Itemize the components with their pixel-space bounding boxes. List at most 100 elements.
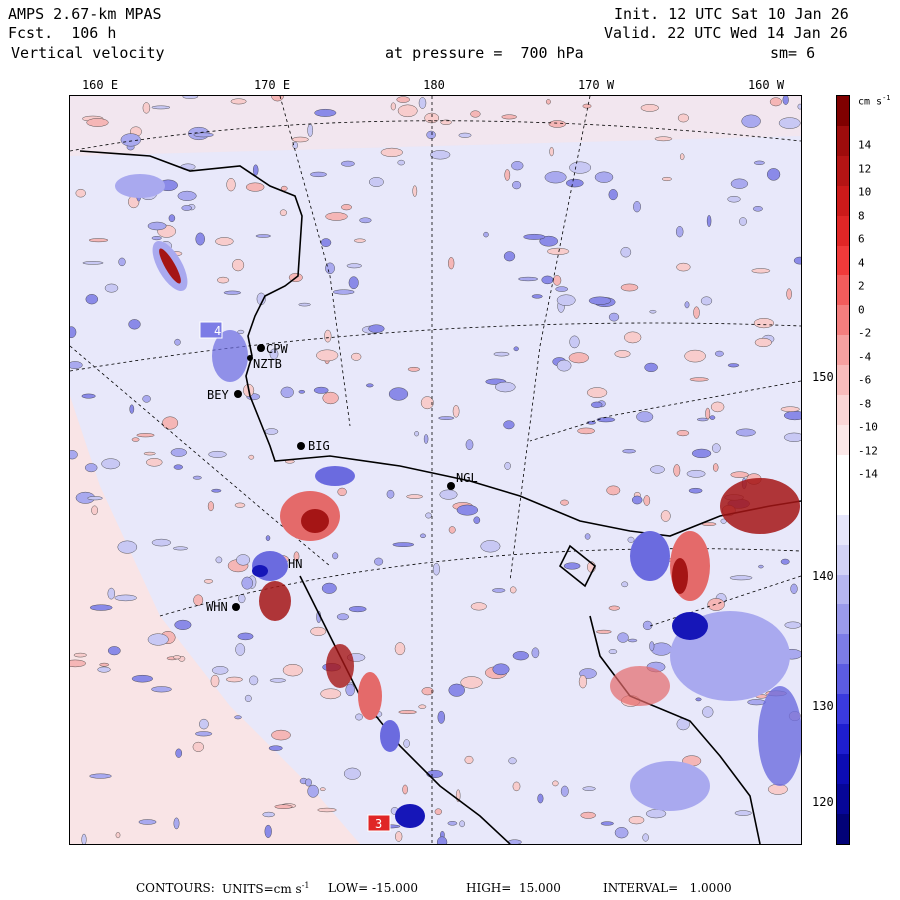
velocity-speckle [464, 755, 474, 764]
velocity-speckle [146, 458, 163, 467]
velocity-speckle [438, 416, 455, 420]
velocity-speckle [706, 215, 712, 227]
velocity-speckle [754, 337, 772, 347]
velocity-speckle [192, 475, 202, 480]
velocity-speckle [688, 488, 703, 494]
vertical-velocity-map: CPW NZTB BEY BIG NGL HN [69, 95, 802, 845]
velocity-speckle [712, 443, 721, 453]
velocity-speckle [143, 451, 156, 456]
svg-text:HN: HN [288, 557, 302, 571]
velocity-speckle [268, 745, 283, 751]
velocity-speckle [676, 262, 691, 272]
velocity-speckle [460, 676, 483, 689]
velocity-speckle [390, 102, 396, 111]
velocity-speckle [129, 404, 135, 414]
velocity-speckle [86, 118, 109, 127]
velocity-speckle [117, 540, 138, 554]
footer-high: HIGH= 15.000 [466, 881, 561, 895]
colorbar-tick-label: 14 [858, 138, 872, 152]
velocity-speckle [686, 469, 706, 478]
velocity-speckle [199, 718, 209, 730]
velocity-speckle [751, 268, 771, 274]
velocity-speckle [608, 649, 618, 654]
velocity-speckle [244, 694, 252, 702]
lon-label-170e: 170 E [253, 78, 291, 92]
velocity-speckle [211, 488, 222, 493]
meridian-160e [70, 345, 331, 567]
velocity-speckle [85, 463, 98, 473]
velocity-speckle [627, 638, 638, 643]
velocity-speckle-field [70, 96, 801, 844]
footer-low: LOW= -15.000 [328, 881, 419, 895]
velocity-speckle [340, 160, 355, 167]
velocity-speckle [512, 180, 522, 190]
velocity-speckle [89, 773, 112, 779]
velocity-speckle [414, 431, 419, 437]
mountain-signal-cluster-east [610, 478, 801, 811]
velocity-speckle [97, 666, 111, 673]
velocity-speckle [193, 594, 204, 606]
footer-contours: CONTOURS: [136, 881, 215, 895]
velocity-speckle [730, 471, 749, 478]
velocity-speckle [264, 428, 279, 435]
velocity-speckle [586, 420, 596, 425]
velocity-speckle [88, 238, 109, 243]
velocity-speckle [173, 464, 183, 470]
velocity-speckle [317, 807, 337, 813]
velocity-speckle [447, 821, 458, 826]
velocity-speckle [351, 352, 362, 361]
velocity-speckle [195, 232, 205, 246]
velocity-speckle [649, 309, 657, 314]
velocity-speckle [215, 237, 234, 246]
velocity-speckle [226, 178, 236, 192]
colorbar-segment [837, 664, 849, 695]
velocity-speckle [170, 448, 187, 457]
velocity-speckle [192, 741, 204, 752]
velocity-speckle [238, 594, 246, 604]
velocity-speckle [115, 832, 121, 839]
velocity-speckle [310, 626, 327, 636]
velocity-speckle [321, 582, 337, 594]
velocity-speckle [248, 454, 255, 460]
velocity-speckle [560, 785, 569, 797]
velocity-speckle [177, 190, 197, 201]
meridian-150w [529, 380, 801, 442]
velocity-speckle [580, 811, 596, 819]
velocity-speckle [172, 546, 188, 551]
station-hn: HN [288, 557, 302, 571]
velocity-speckle [423, 434, 429, 444]
velocity-speckle [588, 296, 612, 305]
colorbar-segment [837, 484, 849, 515]
velocity-speckle [230, 98, 247, 105]
velocity-speckle [578, 675, 587, 689]
velocity-speckle [650, 465, 665, 474]
velocity-speckle [325, 262, 335, 275]
svg-text:NZTB: NZTB [253, 357, 282, 371]
velocity-speckle [555, 286, 569, 292]
velocity-speckle [412, 185, 418, 197]
velocity-speckle [386, 489, 395, 499]
velocity-speckle [368, 177, 384, 187]
velocity-speckle [797, 103, 801, 110]
svg-text:NGL: NGL [456, 471, 478, 485]
velocity-speckle [727, 363, 740, 368]
velocity-speckle [753, 318, 774, 329]
velocity-speckle [402, 784, 408, 795]
velocity-speckle [439, 489, 458, 500]
velocity-speckle [758, 564, 764, 569]
velocity-speckle [782, 96, 789, 105]
colorbar-tick-label: -14 [858, 467, 878, 481]
velocity-speckle [87, 496, 103, 501]
coastline-south [299, 575, 511, 844]
velocity-speckle [649, 641, 655, 652]
velocity-speckle [510, 586, 517, 594]
velocity-speckle [754, 160, 765, 165]
velocity-speckle [380, 147, 403, 157]
velocity-speckle [553, 275, 562, 286]
velocity-speckle [280, 386, 294, 398]
velocity-speckle [421, 687, 434, 696]
station-ngl: NGL [447, 471, 478, 490]
velocity-speckle [252, 164, 259, 176]
velocity-speckle [173, 817, 180, 830]
velocity-speckle [584, 533, 591, 540]
